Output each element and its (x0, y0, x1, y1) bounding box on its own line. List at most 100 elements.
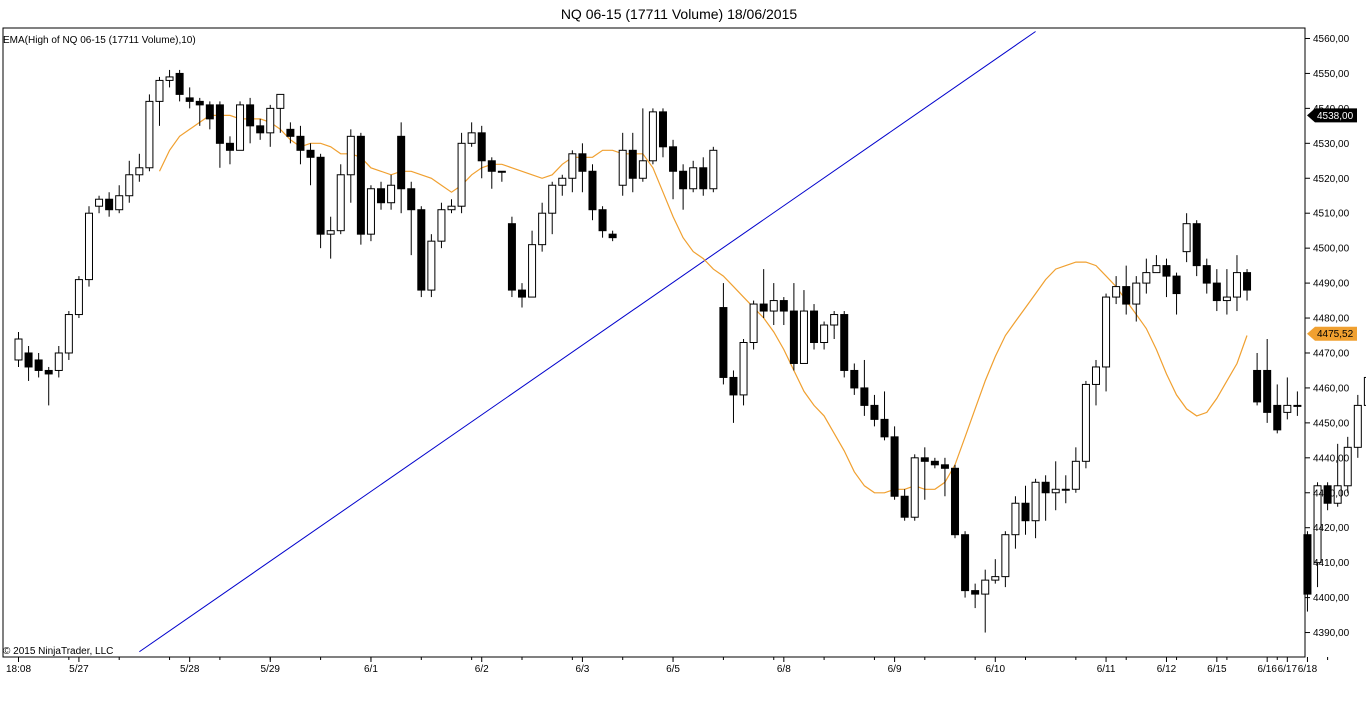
candle-body (1263, 369, 1272, 413)
candle-body (437, 209, 446, 242)
candlestick (669, 139, 678, 200)
candlestick (1122, 265, 1131, 315)
candle-body (961, 534, 970, 592)
candlestick (507, 216, 516, 298)
candlestick (175, 69, 184, 102)
candlestick (729, 370, 738, 423)
candle-body (830, 314, 839, 326)
candlestick (1273, 384, 1282, 434)
candlestick (135, 153, 144, 182)
candle-body (900, 495, 909, 518)
candle-body (679, 170, 688, 190)
candlestick (830, 311, 839, 340)
candle-body (175, 72, 184, 95)
candle-body (1192, 223, 1201, 267)
candle-body (266, 107, 275, 134)
candlestick (1333, 443, 1342, 507)
candlestick (1001, 531, 1010, 588)
candle-body (870, 404, 879, 420)
x-tick-label: 6/2 (475, 664, 489, 675)
candle-body (981, 579, 990, 595)
candlestick (145, 94, 154, 172)
candlestick (598, 206, 607, 238)
candle-body (64, 314, 73, 354)
candle-body (860, 387, 869, 406)
candlestick (497, 170, 506, 182)
candle-body (155, 79, 164, 102)
candle-body (598, 209, 607, 232)
candle-body (951, 467, 960, 536)
candlestick (638, 108, 647, 182)
candle-body (215, 104, 224, 144)
chart-title: NQ 06-15 (17711 Volume) 18/06/2015 (561, 6, 798, 22)
candle-body (709, 149, 718, 190)
candlestick (377, 181, 386, 210)
candlestick (346, 129, 355, 203)
candle-body (669, 146, 678, 172)
candlestick (930, 457, 939, 469)
candlestick (417, 206, 426, 298)
candle-body (195, 100, 204, 106)
candlestick (538, 202, 547, 252)
candlestick (276, 93, 285, 133)
candle-body (326, 230, 335, 235)
candlestick (1283, 377, 1292, 420)
candlestick (769, 283, 778, 326)
candlestick (266, 104, 275, 147)
candlestick (971, 583, 980, 609)
candlestick (528, 230, 537, 298)
candle-body (1011, 502, 1020, 536)
candlestick (306, 143, 315, 186)
candlestick (1152, 255, 1161, 274)
y-tick-label: 4560,00 (1313, 34, 1350, 45)
candle-body (1021, 502, 1030, 522)
price-axis[interactable]: 4560,004550,004540,004530,004520,004510,… (1305, 34, 1350, 639)
candlestick (1363, 376, 1366, 406)
candle-body (346, 135, 355, 176)
candlestick (467, 122, 476, 147)
candle-body (225, 142, 234, 151)
candlestick (799, 290, 808, 364)
candle-body (95, 198, 104, 207)
y-tick-label: 4450,00 (1313, 418, 1350, 429)
candlestick (457, 132, 466, 214)
candle-body (1051, 488, 1060, 494)
candle-body (810, 310, 819, 343)
candlestick (54, 345, 63, 378)
candlestick (840, 311, 849, 378)
candle-body (316, 156, 325, 235)
trendline-layer (139, 31, 1036, 653)
candle-body (1102, 296, 1111, 368)
candlestick (165, 69, 174, 88)
x-tick-label: 6/15 (1207, 664, 1227, 675)
candlestick (991, 559, 1000, 584)
candlestick (749, 300, 758, 350)
candle-body (588, 170, 597, 211)
candlestick (1061, 475, 1070, 504)
candlestick (64, 311, 73, 360)
candle-body (850, 369, 859, 389)
candlestick (1031, 478, 1040, 539)
candlestick (900, 489, 909, 521)
candle-body (578, 153, 587, 172)
candlestick (1172, 272, 1181, 315)
candlestick (658, 108, 667, 158)
candlestick (24, 345, 33, 381)
candlestick (1232, 255, 1241, 312)
candle-body (306, 149, 315, 158)
candlestick (618, 132, 627, 196)
trendline[interactable] (139, 31, 1036, 653)
candlestick (548, 181, 557, 235)
candlestick (336, 164, 345, 235)
candle-body (749, 303, 758, 343)
candle-body (447, 205, 456, 211)
candlestick (1162, 258, 1171, 298)
candlestick (14, 332, 23, 367)
y-tick-label: 4430,00 (1313, 488, 1350, 499)
candlestick (1132, 276, 1141, 322)
time-axis[interactable]: 18:08 5/27 5/28 5/29 6/1 6/2 6/3 6/5 6/8 6/9 6/10 6… (6, 657, 1366, 675)
candle-body (528, 244, 537, 298)
candlestick (860, 359, 869, 416)
